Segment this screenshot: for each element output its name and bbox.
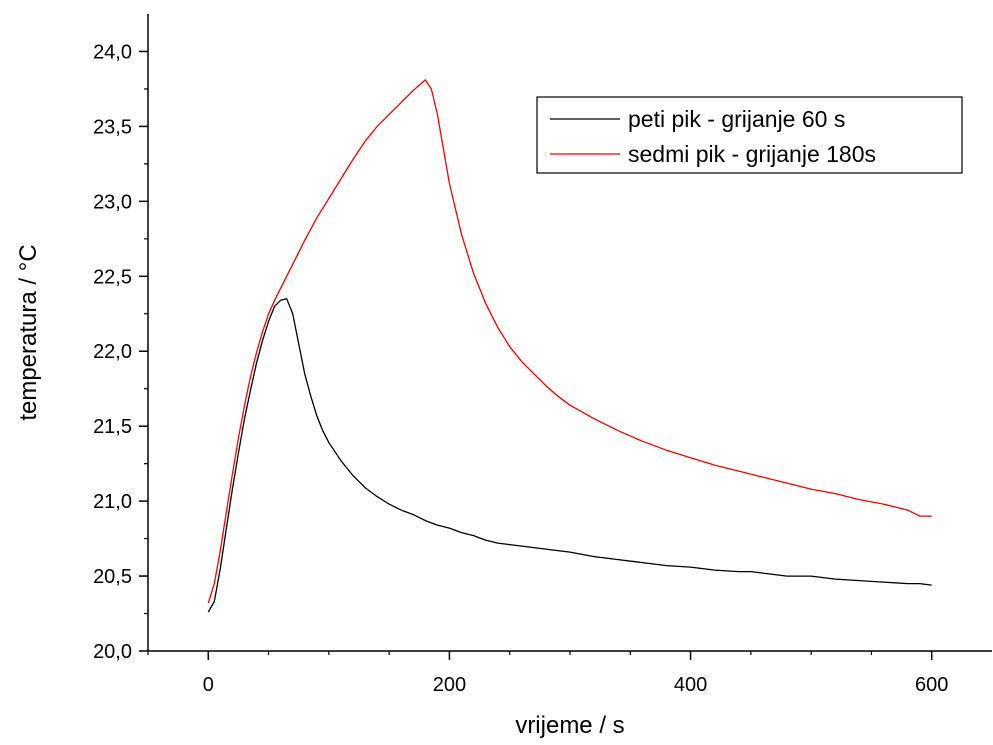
y-tick-label: 22,0	[93, 341, 132, 363]
y-tick-label: 23,5	[93, 116, 132, 138]
y-tick-label: 21,0	[93, 491, 132, 513]
series-lines	[207, 79, 932, 613]
x-tick-label: 400	[674, 674, 707, 696]
x-axis-title: vrijeme / s	[515, 712, 624, 739]
x-tick-label: 0	[203, 674, 214, 696]
series-line-sedmi-pik	[207, 79, 932, 604]
y-tick-label: 20,5	[93, 566, 132, 588]
legend-label-peti-pik: peti pik - grijanje 60 s	[628, 106, 845, 132]
x-tick-label: 600	[915, 674, 948, 696]
plot-area: 0 200 400 600 20,020,521,021,522,022,523,02…	[93, 14, 992, 696]
x-tick-label: 200	[433, 674, 466, 696]
y-tick-label: 22,5	[93, 266, 132, 288]
legend-box	[536, 96, 963, 174]
y-tick-label: 23,0	[93, 191, 132, 213]
y-axis-title: temperatura / °C	[15, 244, 42, 420]
y-tick-label: 24,0	[93, 41, 132, 63]
series-line-peti-pik	[207, 298, 932, 613]
x-axis-ticks: 0 200 400 600	[147, 651, 948, 696]
y-tick-label: 20,0	[93, 641, 132, 663]
y-tick-label: 21,5	[93, 416, 132, 438]
legend: peti pik - grijanje 60 s sedmi pik - gri…	[536, 96, 963, 174]
legend-label-sedmi-pik: sedmi pik - grijanje 180s	[628, 141, 876, 167]
y-axis-ticks: 20,0 20,5 21,0 21,5 22,0 22,5 23,0 23,5 24,0	[93, 41, 148, 663]
